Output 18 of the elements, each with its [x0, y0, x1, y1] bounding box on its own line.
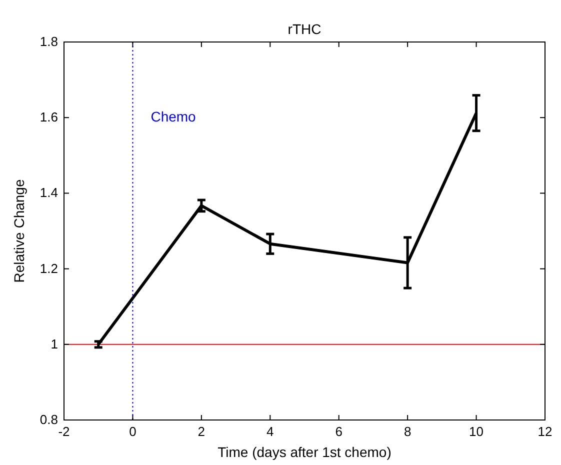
x-tick-label: 12: [538, 424, 552, 439]
x-tick-label: 8: [404, 424, 412, 439]
y-axis-title: Relative Change: [11, 179, 27, 283]
x-tick-label: 10: [469, 424, 484, 439]
ref-line-label: Chemo: [150, 108, 196, 125]
x-tick-label: 6: [335, 424, 342, 439]
y-tick-label: 1.2: [40, 260, 58, 276]
x-axis-title: Time (days after 1st chemo): [218, 444, 392, 460]
y-tick-label: 1.8: [40, 34, 58, 49]
x-tick-label: 4: [266, 424, 274, 439]
y-tick-label: 1.6: [40, 110, 58, 125]
x-tick-label: -2: [58, 424, 70, 439]
x-tick-label: 2: [198, 424, 206, 439]
y-tick-label: 1: [50, 336, 58, 352]
x-tick-label: 0: [129, 424, 136, 439]
y-tick-label: 1.4: [40, 185, 58, 200]
y-tick-label: 0.8: [40, 412, 58, 427]
chart-title: rTHC: [288, 21, 322, 37]
